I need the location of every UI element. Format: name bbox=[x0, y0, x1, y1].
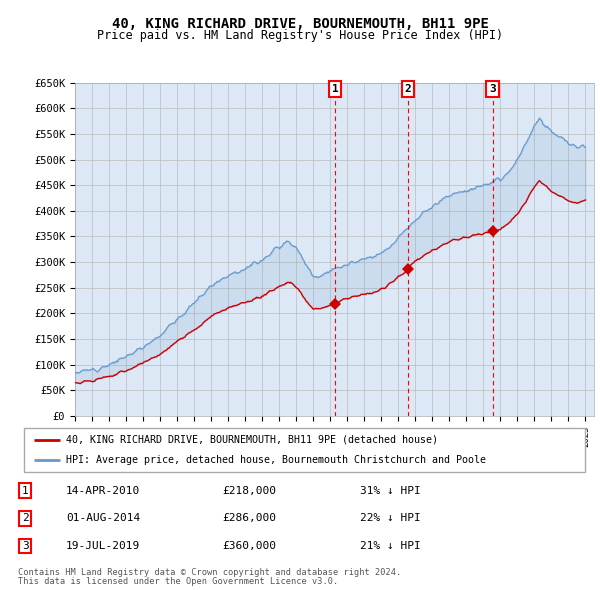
Text: £360,000: £360,000 bbox=[222, 541, 276, 551]
Text: 40, KING RICHARD DRIVE, BOURNEMOUTH, BH11 9PE: 40, KING RICHARD DRIVE, BOURNEMOUTH, BH1… bbox=[112, 17, 488, 31]
Text: 3: 3 bbox=[22, 541, 29, 551]
Text: Contains HM Land Registry data © Crown copyright and database right 2024.: Contains HM Land Registry data © Crown c… bbox=[18, 568, 401, 577]
Text: 1: 1 bbox=[332, 84, 338, 94]
Text: 40, KING RICHARD DRIVE, BOURNEMOUTH, BH11 9PE (detached house): 40, KING RICHARD DRIVE, BOURNEMOUTH, BH1… bbox=[66, 435, 438, 445]
Text: 14-APR-2010: 14-APR-2010 bbox=[66, 486, 140, 496]
Text: 22% ↓ HPI: 22% ↓ HPI bbox=[360, 513, 421, 523]
Text: 1: 1 bbox=[22, 486, 29, 496]
Text: 3: 3 bbox=[489, 84, 496, 94]
Text: 2: 2 bbox=[22, 513, 29, 523]
Text: 21% ↓ HPI: 21% ↓ HPI bbox=[360, 541, 421, 551]
Text: 19-JUL-2019: 19-JUL-2019 bbox=[66, 541, 140, 551]
Text: £218,000: £218,000 bbox=[222, 486, 276, 496]
Text: Price paid vs. HM Land Registry's House Price Index (HPI): Price paid vs. HM Land Registry's House … bbox=[97, 30, 503, 42]
Text: HPI: Average price, detached house, Bournemouth Christchurch and Poole: HPI: Average price, detached house, Bour… bbox=[66, 455, 486, 465]
Text: 31% ↓ HPI: 31% ↓ HPI bbox=[360, 486, 421, 496]
Text: 2: 2 bbox=[405, 84, 412, 94]
Text: 01-AUG-2014: 01-AUG-2014 bbox=[66, 513, 140, 523]
Text: £286,000: £286,000 bbox=[222, 513, 276, 523]
Text: This data is licensed under the Open Government Licence v3.0.: This data is licensed under the Open Gov… bbox=[18, 578, 338, 586]
